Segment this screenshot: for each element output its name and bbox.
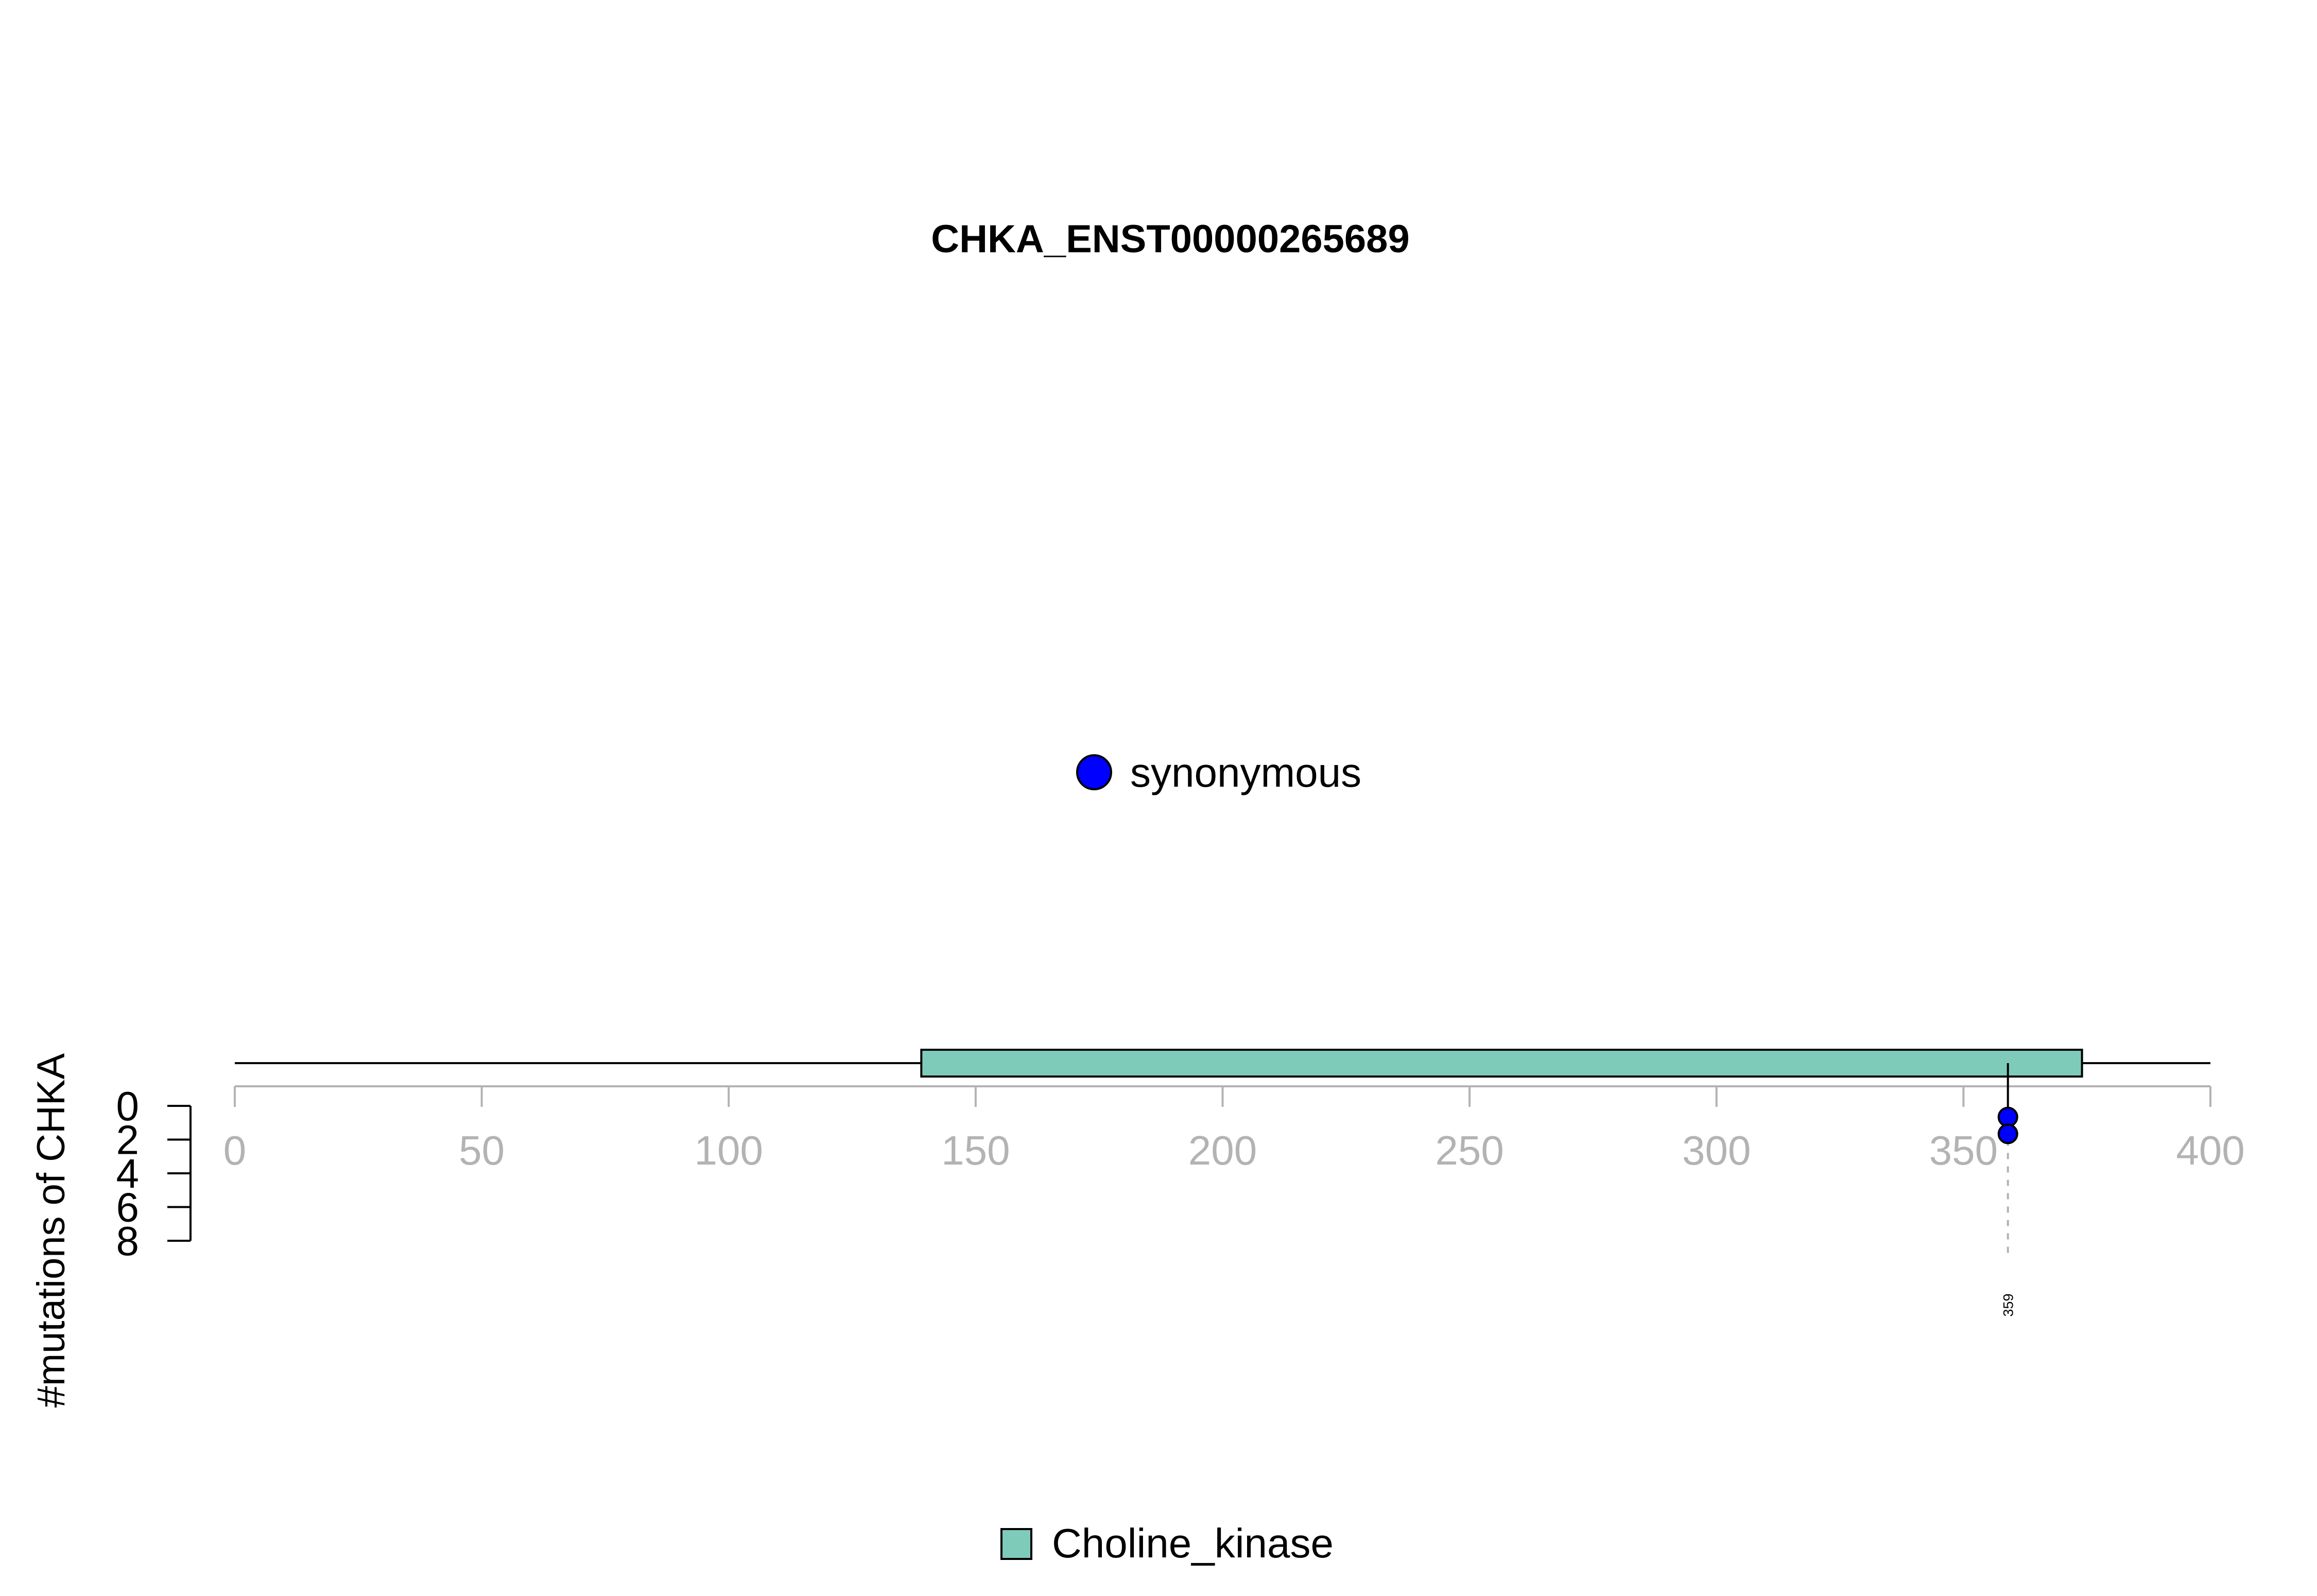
mutation-point (1997, 1123, 2018, 1144)
x-tick-label: 400 (2176, 1127, 2244, 1173)
mutation-legend: synonymous (1076, 750, 1361, 795)
legend-label: Choline_kinase (1052, 1520, 1334, 1566)
legend-label: synonymous (1130, 750, 1361, 795)
x-tick-label: 150 (941, 1127, 1010, 1173)
x-tick-label: 0 (223, 1127, 247, 1173)
y-tick-label: 6 (116, 1185, 140, 1230)
y-axis-label: #mutations of CHKA (29, 1053, 73, 1408)
x-tick-label: 250 (1435, 1127, 1503, 1173)
y-tick-label: 2 (116, 1117, 140, 1163)
y-tick-label: 8 (116, 1218, 140, 1264)
x-tick-label: 300 (1682, 1127, 1751, 1173)
x-tick-label: 50 (459, 1127, 505, 1173)
legend-swatch-domain (1000, 1528, 1032, 1560)
domain-rect (920, 1049, 2083, 1078)
mutation-layer: 359 (1997, 1063, 2018, 1317)
domain-layer (920, 1049, 2083, 1078)
mutation-position-label: 359 (2001, 1293, 2016, 1316)
x-axis: 0 50 100 150 200 250 300 350 400 (223, 1085, 2245, 1173)
legend-marker-synonymous (1076, 754, 1112, 790)
chart-title: CHKA_ENST00000265689 (931, 217, 1409, 261)
mutation-point (1997, 1106, 2018, 1127)
x-tick-label: 200 (1188, 1127, 1257, 1173)
x-tick-label: 100 (695, 1127, 763, 1173)
y-tick-label: 4 (116, 1151, 140, 1196)
x-tick-label: 350 (1929, 1127, 1998, 1173)
y-tick-label: 0 (116, 1083, 140, 1129)
domain-legend: Choline_kinase (1000, 1520, 1334, 1566)
